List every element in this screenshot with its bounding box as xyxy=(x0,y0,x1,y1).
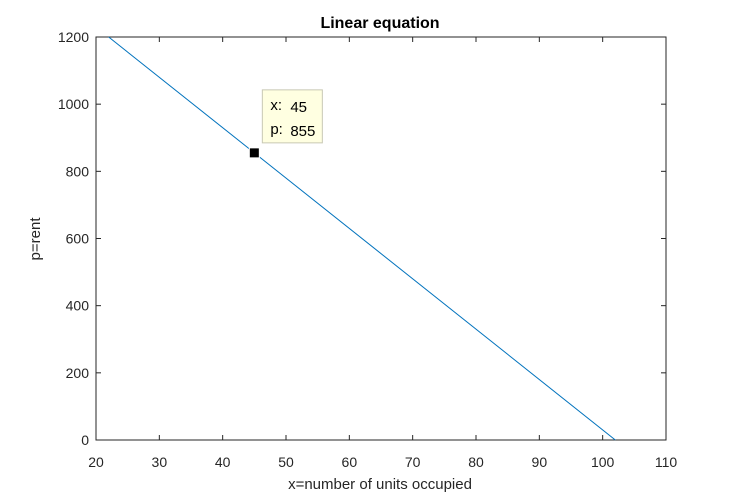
y-tick-label: 0 xyxy=(81,432,89,448)
x-tick-label: 110 xyxy=(655,454,678,470)
y-tick-label: 400 xyxy=(66,298,90,314)
x-tick-label: 70 xyxy=(405,454,421,470)
plot-area: 20 30 40 50 60 70 80 90 100 110 0 200 400 600 800 1000 1… xyxy=(58,29,678,470)
series-line xyxy=(108,36,616,441)
x-tick-label: 40 xyxy=(215,454,231,470)
y-tick-label: 200 xyxy=(66,365,90,381)
x-tick-label: 30 xyxy=(152,454,168,470)
x-tick-label: 90 xyxy=(532,454,548,470)
x-tick-label: 60 xyxy=(342,454,358,470)
datatip-marker xyxy=(248,147,260,159)
datatip-x-label: x: xyxy=(270,97,282,114)
datatip-y-value: 855 xyxy=(290,123,315,140)
y-axis-title: p=rent xyxy=(27,217,44,261)
datatip-x-value: 45 xyxy=(290,99,307,116)
datatip-box xyxy=(261,89,323,144)
x-tick-label: 20 xyxy=(88,454,104,470)
x-axis-title: x=number of units occupied xyxy=(288,476,472,493)
x-tick-label: 50 xyxy=(278,454,294,470)
y-tick-label: 1000 xyxy=(58,96,89,112)
datatip-y-label: p: xyxy=(270,121,283,138)
axes-box xyxy=(95,36,667,441)
y-tick-label: 800 xyxy=(66,163,90,179)
y-tick-label: 600 xyxy=(66,231,90,247)
y-tick-label: 1200 xyxy=(58,29,89,45)
x-tick-label: 80 xyxy=(468,454,484,470)
x-tick-label: 100 xyxy=(591,454,615,470)
chart-title: Linear equation xyxy=(320,15,439,32)
